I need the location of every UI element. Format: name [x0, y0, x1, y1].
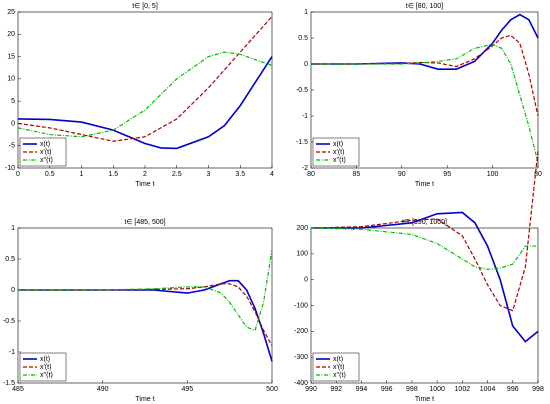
legend-label: x''(t) — [40, 157, 53, 164]
x-tick-label: 1 — [80, 171, 84, 178]
y-tick-label: 200 — [296, 225, 308, 232]
x-tick-label: 3 — [207, 171, 211, 178]
x-axis-label: Time t — [415, 181, 434, 188]
legend-box — [19, 352, 67, 382]
y-tick-label: 20 — [7, 31, 15, 38]
x-tick-label: 4 — [270, 171, 274, 178]
y-tick-label: -0.5 — [3, 318, 15, 325]
y-tick-label: 15 — [7, 53, 15, 60]
y-tick-label: 0 — [11, 120, 15, 127]
x-tick-label: 998 — [532, 386, 544, 393]
x-tick-label: 95 — [443, 171, 451, 178]
y-tick-label: -0.5 — [296, 87, 308, 94]
series-line — [310, 227, 538, 270]
y-tick-label: -10 — [5, 165, 15, 172]
x-tick-label: 80 — [307, 171, 315, 178]
y-tick-label: -300 — [294, 354, 308, 361]
y-tick-label: 25 — [7, 9, 15, 16]
y-tick-label: 10 — [7, 76, 15, 83]
y-tick-label: 100 — [296, 251, 308, 258]
x-tick-label: 0.5 — [45, 171, 55, 178]
x-axis-label: Time t — [415, 396, 434, 403]
x-tick-label: 994 — [356, 386, 368, 393]
y-tick-label: -1 — [302, 113, 308, 120]
x-tick-label: 100 — [487, 171, 499, 178]
y-tick-label: 5 — [11, 98, 15, 105]
y-tick-label: -1.5 — [3, 380, 15, 387]
x-tick-label: 3.5 — [235, 171, 245, 178]
y-tick-label: 1 — [304, 9, 308, 16]
x-tick-label: 80 — [534, 171, 542, 178]
legend-box — [312, 352, 360, 382]
x-tick-label: 500 — [266, 386, 278, 393]
legend-label: x(t) — [40, 356, 50, 363]
chart-title: t∈ [0, 5] — [132, 3, 158, 10]
series-line — [311, 211, 539, 343]
y-tick-label: -2 — [302, 165, 308, 172]
y-tick-label: -5 — [9, 143, 15, 150]
x-axis-label: Time t — [135, 181, 154, 188]
plot-area — [17, 227, 273, 384]
x-tick-label: 996 — [381, 386, 393, 393]
series-line — [18, 283, 273, 347]
y-tick-label: 1 — [11, 225, 15, 232]
y-tick-label: -1 — [9, 349, 15, 356]
y-tick-label: -200 — [294, 328, 308, 335]
series-line — [310, 150, 539, 312]
x-tick-label: 485 — [12, 386, 24, 393]
y-tick-label: 0.5 — [5, 256, 15, 263]
series-line — [18, 249, 273, 332]
series-line — [17, 56, 273, 150]
x-tick-label: 1000 — [429, 386, 445, 393]
legend-label: x(t) — [333, 356, 343, 363]
legend-label: x''(t) — [333, 372, 346, 379]
legend-label: x'(t) — [40, 364, 51, 371]
y-tick-label: 0.5 — [298, 35, 308, 42]
legend-box — [312, 137, 360, 167]
series-line — [311, 43, 539, 163]
x-tick-label: 2.5 — [172, 171, 182, 178]
y-tick-label: 0 — [11, 287, 15, 294]
series-line — [17, 51, 273, 138]
x-tick-label: 1002 — [455, 386, 471, 393]
legend-label: x(t) — [333, 141, 343, 148]
legend-label: x'(t) — [40, 149, 51, 156]
legend-label: x'(t) — [333, 364, 344, 371]
x-tick-label: 0 — [16, 171, 20, 178]
legend-box — [19, 137, 67, 167]
x-tick-label: 990 — [305, 386, 317, 393]
x-tick-label: 1004 — [480, 386, 496, 393]
y-tick-label: -100 — [294, 302, 308, 309]
x-tick-label: 2 — [143, 171, 147, 178]
x-tick-label: 996 — [507, 386, 519, 393]
series-line — [17, 16, 273, 142]
chart-title: t∈ [990, 1000] — [402, 219, 447, 226]
x-tick-label: 90 — [398, 171, 406, 178]
x-tick-label: 1.5 — [108, 171, 118, 178]
y-tick-label: 0 — [304, 61, 308, 68]
legend-label: x(t) — [40, 141, 50, 148]
y-tick-label: 0 — [304, 277, 308, 284]
y-tick-label: -400 — [294, 380, 308, 387]
x-tick-label: 490 — [97, 386, 109, 393]
x-tick-label: 85 — [353, 171, 361, 178]
chart-title: t∈ [485, 500] — [124, 219, 165, 226]
legend-label: x''(t) — [40, 372, 53, 379]
y-tick-label: -1.5 — [296, 139, 308, 146]
x-tick-label: 998 — [406, 386, 418, 393]
x-axis-label: Time t — [135, 396, 154, 403]
legend-label: x'(t) — [333, 149, 344, 156]
x-tick-label: 992 — [330, 386, 342, 393]
legend-label: x''(t) — [333, 157, 346, 164]
x-tick-label: 495 — [181, 386, 193, 393]
chart-title: t∈ [80, 100] — [406, 3, 443, 10]
